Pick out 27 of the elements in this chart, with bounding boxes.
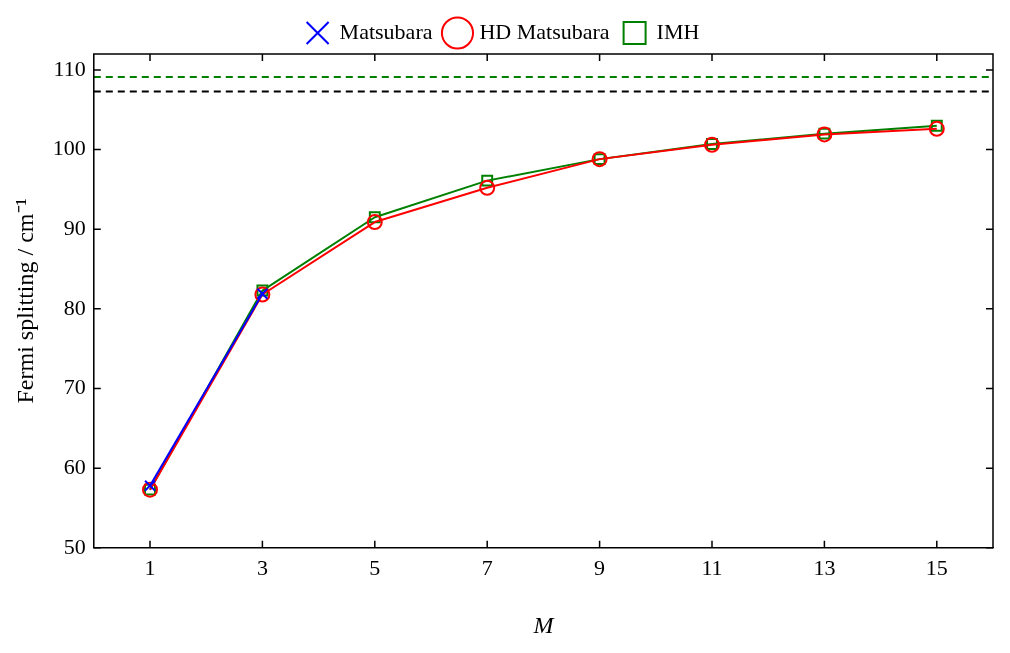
y-tick-label: 60 bbox=[63, 453, 86, 479]
x-tick-label: 15 bbox=[925, 554, 948, 580]
x-tick-label: 11 bbox=[701, 554, 723, 580]
y-tick-label: 110 bbox=[53, 55, 86, 81]
point bbox=[479, 179, 496, 196]
y-tick-label: 100 bbox=[52, 135, 86, 161]
point bbox=[930, 119, 943, 132]
y-axis-title: Fermi splitting / cm⁻¹ bbox=[11, 198, 38, 404]
point bbox=[368, 211, 381, 224]
x-tick-label: 13 bbox=[813, 554, 836, 580]
legend-label: Matsubara bbox=[339, 18, 433, 44]
y-tick-label: 50 bbox=[63, 533, 86, 559]
x-tick-label: 5 bbox=[369, 554, 381, 580]
point bbox=[928, 120, 945, 137]
y-tick-label: 90 bbox=[63, 215, 86, 240]
x-tick-label: 1 bbox=[144, 554, 156, 580]
x-tick-label: 3 bbox=[256, 554, 268, 580]
x-tick-label: 9 bbox=[594, 554, 606, 580]
point bbox=[366, 214, 383, 231]
point bbox=[481, 174, 494, 187]
point bbox=[144, 479, 156, 492]
y-tick-label: 80 bbox=[63, 294, 86, 320]
x-tick-label: 7 bbox=[481, 554, 493, 580]
x-axis-title: M bbox=[532, 611, 556, 638]
legend-label: IMH bbox=[656, 18, 700, 44]
y-tick-label: 70 bbox=[63, 374, 86, 400]
legend-label: HD Matsubara bbox=[479, 18, 610, 44]
